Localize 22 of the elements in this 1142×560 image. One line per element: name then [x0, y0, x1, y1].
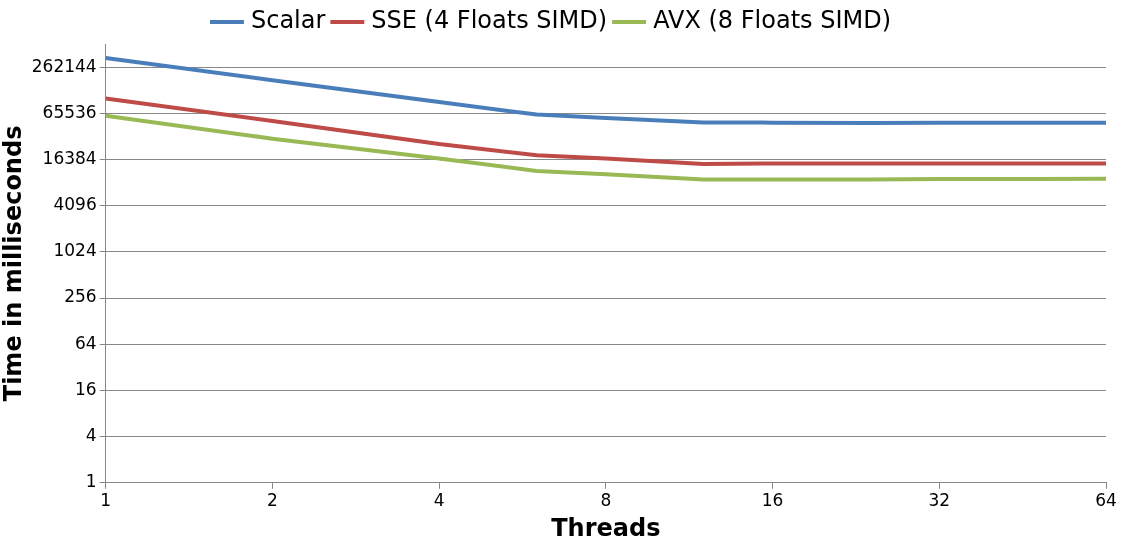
y-tick-label: 4096 — [53, 194, 97, 215]
x-tick-label: 32 — [928, 490, 951, 511]
legend-label: AVX (8 Floats SIMD) — [653, 6, 892, 35]
x-tick-label: 4 — [433, 490, 445, 511]
y-tick-label: 1024 — [53, 240, 97, 261]
x-tick-label: 2 — [267, 490, 278, 511]
x-tick-label: 64 — [1095, 490, 1117, 511]
legend-label: Scalar — [250, 6, 326, 35]
y-tick-label: 65536 — [42, 101, 97, 122]
y-axis-title: Time in milliseconds — [0, 125, 27, 402]
x-tick-label: 8 — [600, 490, 612, 511]
x-tick-label: 1 — [100, 490, 112, 511]
y-tick-label: 16384 — [42, 147, 97, 168]
y-tick-label: 256 — [64, 286, 97, 307]
y-tick-label: 1 — [85, 471, 97, 492]
x-tick-label: 16 — [761, 490, 784, 511]
y-tick-label: 262144 — [31, 55, 97, 76]
y-tick-label: 16 — [75, 378, 97, 399]
y-tick-label: 4 — [85, 425, 97, 446]
y-tick-label: 64 — [75, 332, 97, 353]
legend-label: SSE (4 Floats SIMD) — [371, 6, 608, 35]
x-axis-title: Threads — [551, 513, 661, 542]
